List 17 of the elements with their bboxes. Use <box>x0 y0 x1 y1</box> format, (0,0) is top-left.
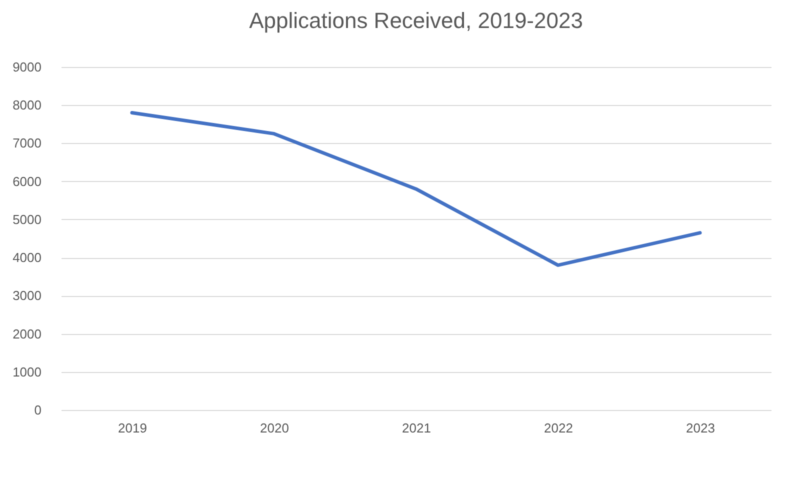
y-tick-label: 3000 <box>12 288 42 304</box>
x-tick-label: 2023 <box>686 420 715 436</box>
y-tick-label: 5000 <box>12 212 42 227</box>
y-tick-label: 7000 <box>12 136 42 151</box>
line-series <box>130 110 702 267</box>
x-tick-label: 2021 <box>402 420 431 436</box>
y-tick-label: 6000 <box>12 174 42 189</box>
x-tick-label: 2022 <box>544 420 573 436</box>
y-tick-label: 4000 <box>12 250 42 266</box>
x-tick-label: 2020 <box>260 420 289 436</box>
y-tick-label: 0 <box>34 402 42 418</box>
y-tick-label: 2000 <box>12 326 42 342</box>
y-tick-label: 9000 <box>12 60 42 74</box>
y-tick-label: 8000 <box>12 98 42 113</box>
x-tick-label: 2019 <box>118 420 147 436</box>
y-tick-label: 1000 <box>12 364 42 380</box>
chart-title: Applications Received, 2019-2023 <box>249 8 583 33</box>
